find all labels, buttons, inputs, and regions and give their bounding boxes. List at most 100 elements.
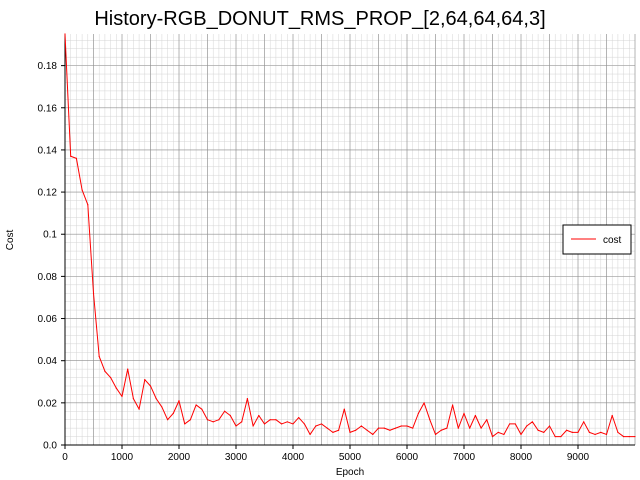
- data-point: [389, 429, 391, 431]
- data-point: [246, 398, 248, 400]
- data-point: [184, 423, 186, 425]
- legend: cost: [562, 224, 632, 255]
- data-point: [144, 379, 146, 381]
- data-point: [81, 189, 83, 191]
- data-point: [628, 435, 630, 438]
- data-point: [491, 435, 494, 438]
- data-point: [520, 433, 522, 436]
- x-tick-label: 6000: [396, 452, 419, 463]
- data-point: [229, 414, 231, 417]
- data-point: [292, 423, 294, 425]
- data-point: [463, 412, 465, 414]
- data-point: [543, 431, 545, 433]
- data-point: [258, 414, 260, 417]
- data-point: [486, 419, 488, 421]
- data-point: [212, 421, 214, 423]
- data-point: [412, 427, 414, 429]
- data-point: [115, 387, 117, 389]
- data-point: [155, 398, 157, 400]
- data-point: [429, 419, 431, 421]
- y-tick-label: 0.0: [43, 441, 57, 452]
- x-tick-label: 7000: [453, 452, 476, 463]
- data-point: [235, 425, 237, 427]
- data-point: [127, 368, 129, 370]
- data-point: [446, 427, 448, 429]
- data-point: [480, 427, 482, 429]
- x-tick-label: 4000: [282, 452, 305, 463]
- major-grid: [64, 34, 636, 446]
- data-point: [377, 427, 380, 429]
- data-point: [548, 425, 551, 427]
- data-point: [588, 431, 591, 433]
- data-point: [178, 400, 180, 402]
- data-point: [70, 155, 72, 157]
- data-point: [87, 204, 89, 206]
- y-tick-label: 0.08: [38, 272, 58, 283]
- x-axis-ticks: 0 1000 2000 3000 4000 5000 6000 7000 8000 9000: [62, 445, 590, 463]
- data-point: [611, 414, 613, 417]
- data-point: [577, 431, 579, 433]
- data-point: [383, 427, 385, 429]
- data-point: [138, 408, 140, 410]
- data-point: [600, 431, 602, 433]
- data-point: [554, 435, 556, 438]
- data-point: [121, 395, 123, 398]
- data-point: [172, 412, 174, 414]
- data-point: [623, 435, 625, 438]
- data-point: [149, 385, 152, 387]
- data-point: [360, 425, 362, 427]
- x-tick-label: 0: [62, 452, 68, 463]
- x-tick-label: 8000: [510, 452, 533, 463]
- data-point: [64, 33, 66, 35]
- data-point: [224, 410, 226, 412]
- data-point: [241, 421, 243, 423]
- data-point: [206, 419, 209, 421]
- data-point: [514, 423, 516, 425]
- data-point: [571, 431, 573, 433]
- data-point: [92, 292, 95, 294]
- data-point: [110, 376, 112, 379]
- data-point: [406, 425, 408, 427]
- series-layer: [64, 33, 636, 438]
- data-point: [617, 431, 619, 433]
- data-point: [452, 404, 454, 406]
- data-point: [332, 431, 334, 433]
- data-point: [372, 433, 374, 436]
- data-point: [594, 433, 596, 436]
- data-point: [457, 427, 459, 429]
- data-point: [440, 429, 442, 431]
- data-point: [132, 398, 134, 400]
- data-point: [560, 435, 562, 438]
- data-point: [366, 429, 368, 431]
- data-point: [320, 423, 323, 425]
- data-point: [526, 425, 528, 427]
- x-tick-label: 3000: [225, 452, 248, 463]
- data-point: [104, 370, 106, 372]
- chart-title: History-RGB_DONUT_RMS_PROP_[2,64,64,64,3…: [94, 8, 545, 30]
- data-point: [252, 425, 254, 427]
- data-point: [263, 423, 266, 425]
- data-point: [161, 406, 163, 408]
- y-tick-label: 0.18: [38, 61, 58, 72]
- data-point: [343, 408, 345, 410]
- y-tick-label: 0.06: [38, 314, 58, 325]
- x-tick-label: 1000: [111, 452, 134, 463]
- data-point: [531, 421, 534, 423]
- y-tick-label: 0.14: [38, 145, 58, 156]
- data-point: [189, 419, 191, 421]
- data-point: [417, 412, 419, 414]
- data-point: [349, 431, 351, 433]
- legend-label-cost: cost: [603, 235, 622, 246]
- data-point: [303, 423, 305, 425]
- data-point: [286, 421, 288, 423]
- data-point: [281, 423, 283, 425]
- data-point: [423, 402, 425, 404]
- data-point: [634, 435, 636, 438]
- data-point: [201, 408, 203, 410]
- data-point: [75, 157, 77, 159]
- data-point: [355, 429, 357, 431]
- y-axis-ticks: 0.0 0.02 0.04 0.06 0.08 0.1 0.12 0.14 0.16 0.18: [38, 61, 65, 452]
- data-point: [269, 419, 271, 421]
